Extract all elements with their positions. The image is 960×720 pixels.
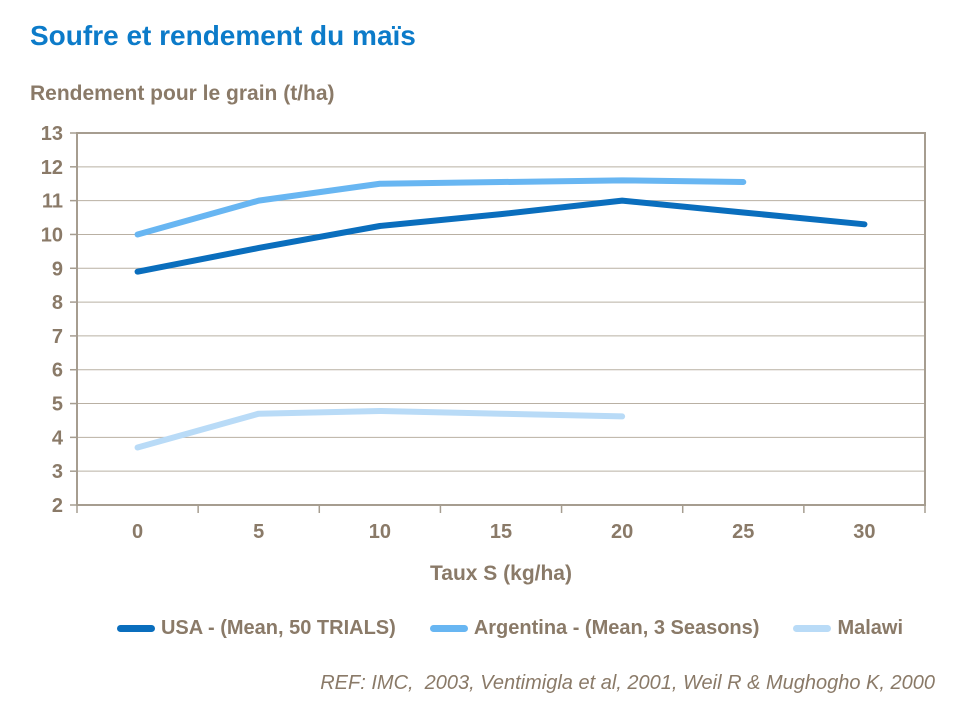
usa-series-swatch-icon <box>116 625 155 632</box>
svg-text:5: 5 <box>52 394 63 416</box>
legend-item-usa: USA - (Mean, 50 TRIALS) <box>116 617 396 640</box>
svg-text:10: 10 <box>369 521 391 543</box>
svg-text:Taux S (kg/ha): Taux S (kg/ha) <box>430 562 572 585</box>
legend-label-usa: USA - (Mean, 50 TRIALS) <box>160 617 396 639</box>
svg-text:0: 0 <box>132 521 143 543</box>
svg-text:9: 9 <box>52 258 63 280</box>
svg-text:15: 15 <box>490 521 512 543</box>
svg-text:2: 2 <box>52 495 63 517</box>
reference-citation: REF: IMC, 2003, Ventimigla et al, 2001, … <box>320 672 935 694</box>
svg-text:7: 7 <box>52 326 63 348</box>
legend-label-malawi: Malawi <box>837 617 904 639</box>
svg-text:3: 3 <box>52 461 63 483</box>
legend-item-malawi: Malawi <box>793 617 903 640</box>
svg-text:6: 6 <box>52 360 63 382</box>
svg-text:13: 13 <box>41 123 63 145</box>
svg-text:20: 20 <box>611 521 633 543</box>
svg-text:11: 11 <box>42 191 63 213</box>
malawi-series-swatch-icon <box>793 625 832 632</box>
svg-text:25: 25 <box>732 521 754 543</box>
argentina-series-swatch-icon <box>429 625 468 632</box>
svg-text:4: 4 <box>52 427 64 449</box>
svg-text:30: 30 <box>853 521 875 543</box>
legend-item-argentina: Argentina - (Mean, 3 Seasons) <box>429 617 760 640</box>
chart-legend: USA - (Mean, 50 TRIALS) Argentina - (Mea… <box>30 617 960 640</box>
svg-text:10: 10 <box>41 224 63 246</box>
page-title: Soufre et rendement du maïs <box>30 20 416 51</box>
svg-text:8: 8 <box>52 292 63 314</box>
svg-text:5: 5 <box>253 521 264 543</box>
y-axis-unit-label: Rendement pour le grain (t/ha) <box>30 82 335 105</box>
legend-label-argentina: Argentina - (Mean, 3 Seasons) <box>473 617 760 639</box>
svg-text:12: 12 <box>41 157 63 179</box>
